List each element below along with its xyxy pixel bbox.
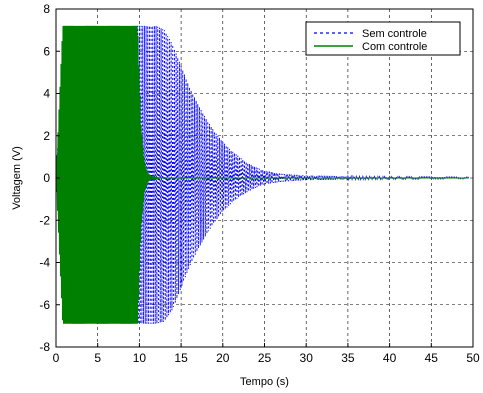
y-tick-label: 4: [43, 87, 50, 101]
y-tick-label: 8: [43, 2, 50, 16]
x-tick-label: 45: [425, 351, 439, 365]
x-tick-label: 20: [216, 351, 230, 365]
legend: Sem controle Com controle: [305, 21, 461, 56]
x-tick-label: 40: [383, 351, 397, 365]
y-tick-label: -8: [39, 340, 50, 354]
series-line-com-controle: [55, 25, 469, 324]
x-tick-label: 25: [258, 351, 272, 365]
legend-label-sem-controle: Sem controle: [362, 28, 427, 40]
y-tick-label: 0: [43, 171, 50, 185]
x-tick-label: 10: [133, 351, 147, 365]
legend-box: [305, 21, 461, 56]
x-tick-label: 0: [53, 351, 60, 365]
y-tick-label: -4: [39, 256, 50, 270]
y-tick-label: -2: [39, 213, 50, 227]
series-layer: [55, 25, 470, 324]
legend-label-com-controle: Com controle: [362, 41, 427, 53]
x-axis-label: Tempo (s): [240, 376, 289, 388]
x-tick-label: 15: [174, 351, 188, 365]
y-tick-label: -6: [39, 298, 50, 312]
x-tick-label: 5: [94, 351, 101, 365]
x-tick-label: 30: [300, 351, 314, 365]
x-tick-label: 35: [341, 351, 355, 365]
x-tick-label: 50: [466, 351, 480, 365]
y-tick-label: 2: [43, 129, 50, 143]
y-tick-label: 6: [43, 44, 50, 58]
y-axis-label: Voltagem (V): [11, 146, 23, 210]
